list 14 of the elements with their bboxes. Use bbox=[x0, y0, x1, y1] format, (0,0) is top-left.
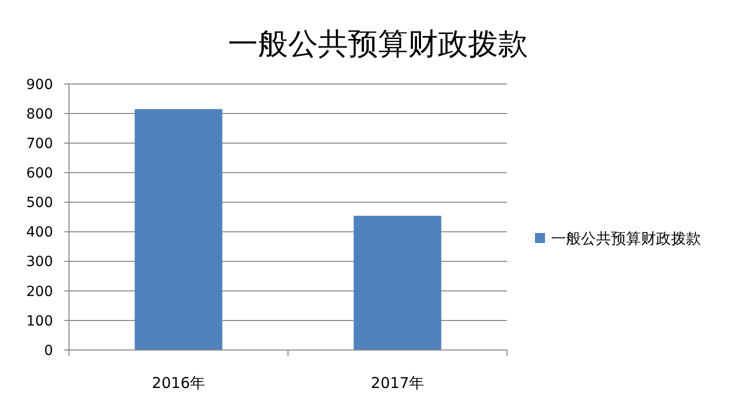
y-tick-label: 400 bbox=[26, 224, 53, 241]
y-tick-label: 500 bbox=[26, 195, 53, 212]
y-tick-label: 700 bbox=[26, 136, 53, 152]
chart-title: 一般公共预算财政拨款 bbox=[228, 27, 528, 62]
y-tick-label: 600 bbox=[26, 166, 53, 182]
legend-label: 一般公共预算财政拨款 bbox=[551, 229, 701, 248]
y-tick-label: 800 bbox=[26, 106, 53, 122]
x-tick-label: 2016年 bbox=[152, 374, 206, 392]
x-tick-label: 2017年 bbox=[370, 374, 424, 392]
y-tick-label: 0 bbox=[44, 342, 53, 359]
y-tick-label: 200 bbox=[26, 284, 53, 300]
y-tick-label: 300 bbox=[26, 254, 53, 270]
y-tick-label: 900 bbox=[26, 76, 53, 93]
y-tick-label: 100 bbox=[26, 313, 53, 330]
